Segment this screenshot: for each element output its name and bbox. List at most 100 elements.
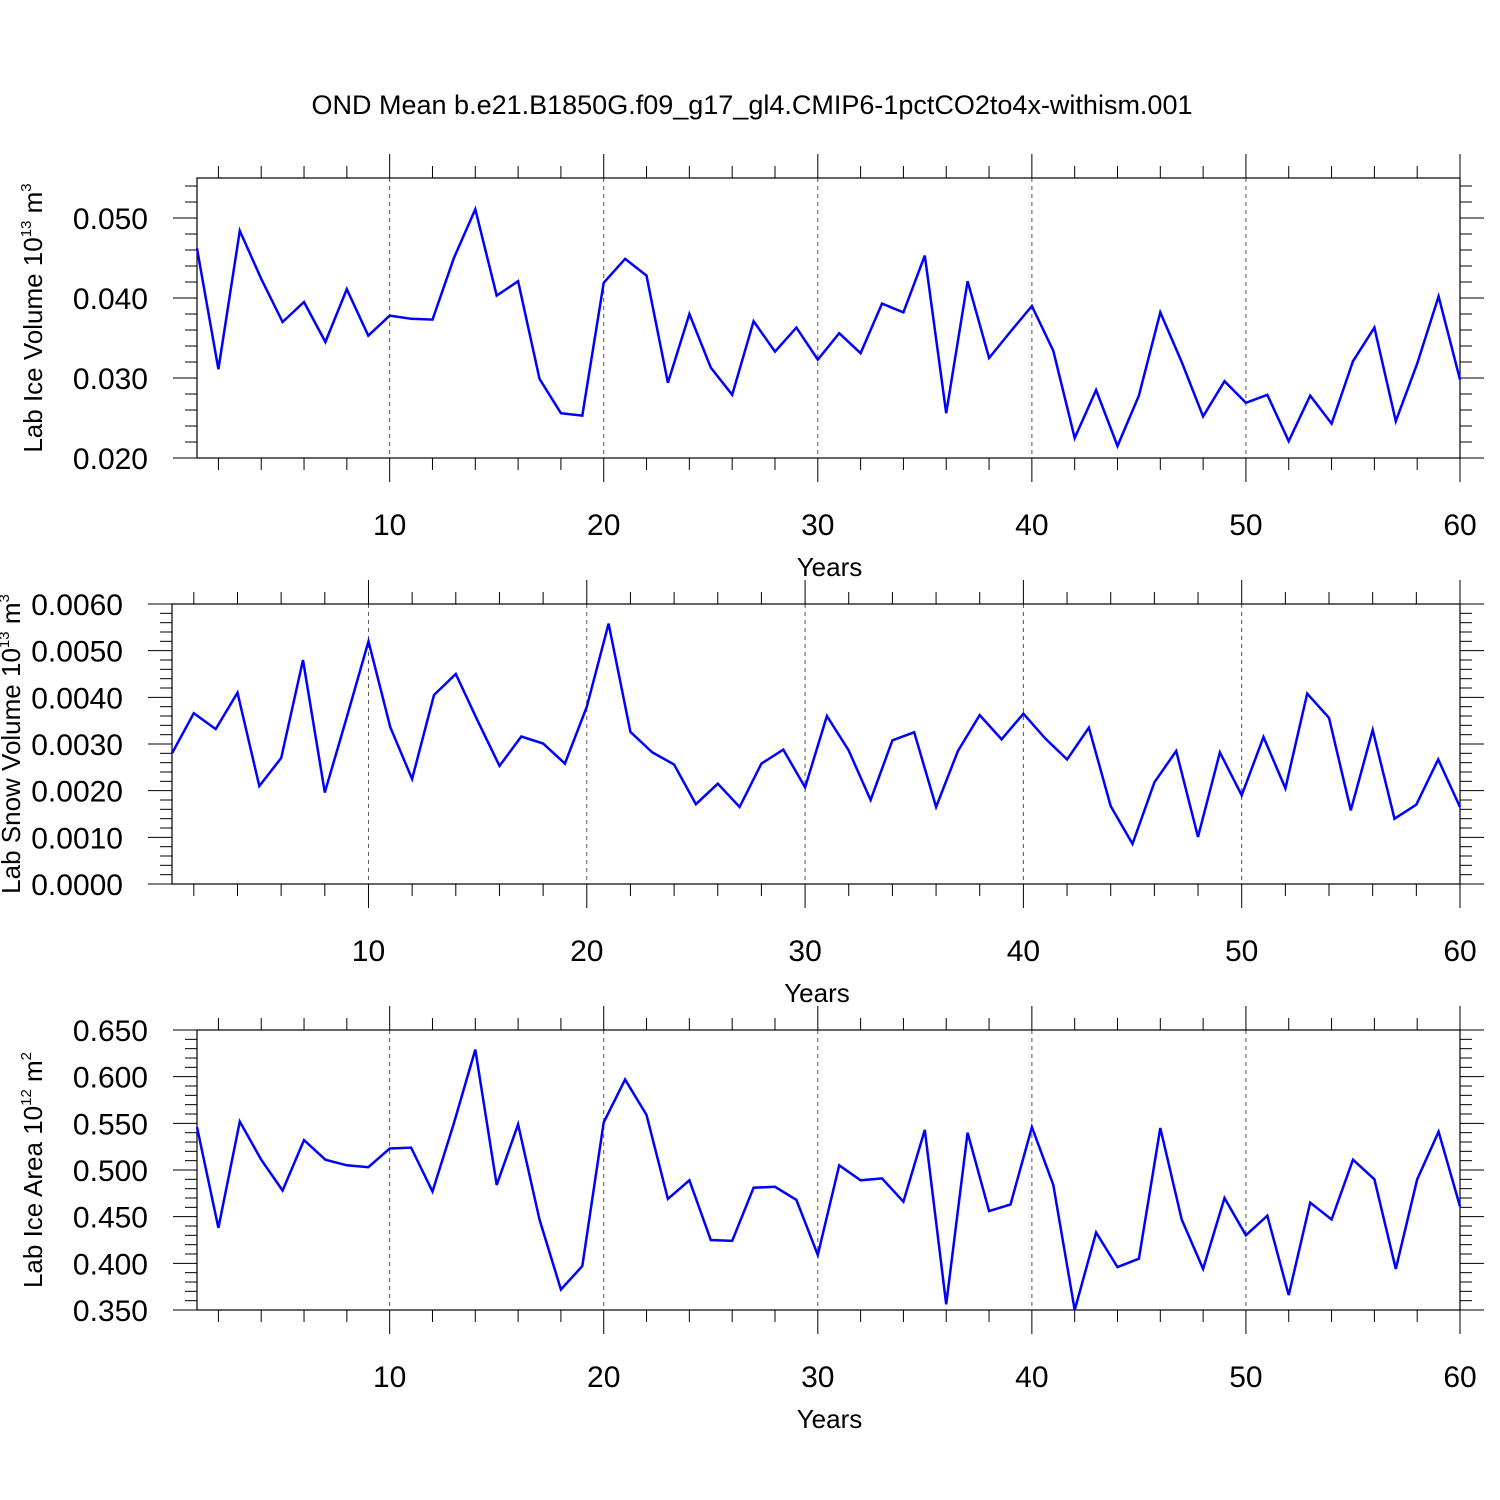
y-tick-label: 0.020 xyxy=(73,443,148,476)
panel-2: 10 20 30 40 50 60 0.0000 0.0010 0.0020 0.0030 0.00… xyxy=(0,580,1484,1008)
data-point xyxy=(1000,737,1004,741)
data-point xyxy=(563,762,567,766)
data-point xyxy=(987,356,991,360)
data-point xyxy=(238,1119,242,1123)
x-tick-label: 30 xyxy=(801,1361,834,1394)
data-point xyxy=(473,1048,477,1052)
data-point xyxy=(302,300,306,304)
data-point xyxy=(366,334,370,338)
data-point xyxy=(495,294,499,298)
x-tick-label: 20 xyxy=(570,935,603,968)
data-point xyxy=(1180,1217,1184,1221)
data-point xyxy=(859,351,863,355)
data-point xyxy=(709,1238,713,1242)
panel-1: 10 20 30 40 50 60 0.020 0.030 0.040 0.050 Years Lab… xyxy=(18,154,1484,582)
data-point xyxy=(1458,1204,1462,1208)
data-point xyxy=(345,287,349,291)
data-point xyxy=(956,749,960,753)
data-point xyxy=(1349,808,1353,812)
data-point xyxy=(1351,359,1355,363)
x-tick-label: 60 xyxy=(1443,1361,1476,1394)
data-point xyxy=(259,277,263,281)
data-point xyxy=(1308,1201,1312,1205)
plot-frame xyxy=(196,177,1461,459)
data-point xyxy=(1137,1257,1141,1261)
data-point xyxy=(216,367,220,371)
data-point xyxy=(497,764,501,768)
y-axis-label: Lab Ice Volume 1013 m3 xyxy=(18,183,48,452)
x-tick-label: 50 xyxy=(1225,935,1258,968)
y-tick-label: 0.550 xyxy=(73,1108,148,1141)
data-point xyxy=(1240,793,1244,797)
y-tick-label: 0.030 xyxy=(73,363,148,396)
data-point xyxy=(1223,1196,1227,1200)
data-point xyxy=(388,1147,392,1151)
data-point xyxy=(1287,439,1291,443)
data-point xyxy=(1030,1125,1034,1129)
data-point xyxy=(628,730,632,734)
y-tick-label: 0.450 xyxy=(73,1202,148,1235)
data-point xyxy=(730,1239,734,1243)
data-point xyxy=(1131,842,1135,846)
data-point xyxy=(430,318,434,322)
data-point xyxy=(794,326,798,330)
data-point xyxy=(541,742,545,746)
data-point xyxy=(1372,326,1376,330)
data-point xyxy=(1262,735,1266,739)
data-point xyxy=(794,1198,798,1202)
data-point xyxy=(473,207,477,211)
data-point xyxy=(432,693,436,697)
data-point xyxy=(694,802,698,806)
panel-3: 10 20 30 40 50 60 0.350 0.400 0.450 0.500 0.550 0.6… xyxy=(18,1006,1484,1434)
x-tick-label: 30 xyxy=(788,935,821,968)
x-tick-label: 60 xyxy=(1443,509,1476,542)
data-point xyxy=(410,777,414,781)
data-point xyxy=(837,331,841,335)
x-tick-label: 20 xyxy=(587,509,620,542)
series-line xyxy=(195,1049,1462,1311)
data-point xyxy=(430,1189,434,1193)
y-tick-label: 0.0030 xyxy=(31,729,123,762)
data-point xyxy=(759,762,763,766)
data-point xyxy=(323,1158,327,1162)
data-point xyxy=(580,414,584,418)
x-tick-label: 50 xyxy=(1229,1361,1262,1394)
data-point xyxy=(301,658,305,662)
y-tick-label: 0.0020 xyxy=(31,776,123,809)
data-point xyxy=(890,738,894,742)
data-point xyxy=(495,1183,499,1187)
data-point xyxy=(738,805,742,809)
data-point xyxy=(1351,1158,1355,1162)
data-point xyxy=(1265,393,1269,397)
data-point xyxy=(1372,1177,1376,1181)
data-point xyxy=(388,314,392,318)
data-point xyxy=(516,279,520,283)
data-point xyxy=(1180,360,1184,364)
data-point xyxy=(623,1077,627,1081)
data-point xyxy=(281,1189,285,1193)
y-tick-label: 0.400 xyxy=(73,1248,148,1281)
data-point xyxy=(1094,1231,1098,1235)
data-point xyxy=(538,1217,542,1221)
data-point xyxy=(1394,419,1398,423)
data-point xyxy=(454,672,458,676)
x-tick-label: 50 xyxy=(1229,509,1262,542)
data-point xyxy=(1115,1265,1119,1269)
data-point xyxy=(1115,444,1119,448)
data-point xyxy=(1436,757,1440,761)
data-point xyxy=(279,756,283,760)
data-point xyxy=(409,1146,413,1150)
data-point xyxy=(825,714,829,718)
y-tick-label: 0.0040 xyxy=(31,682,123,715)
data-point xyxy=(1051,1183,1055,1187)
data-point xyxy=(1244,1233,1248,1237)
data-point xyxy=(666,1197,670,1201)
data-point xyxy=(238,229,242,233)
x-axis-label: Years xyxy=(784,978,850,1008)
data-point xyxy=(816,358,820,362)
data-point xyxy=(257,784,261,788)
data-point xyxy=(934,805,938,809)
data-point xyxy=(978,713,982,717)
data-point xyxy=(645,274,649,278)
data-point xyxy=(259,1158,263,1162)
